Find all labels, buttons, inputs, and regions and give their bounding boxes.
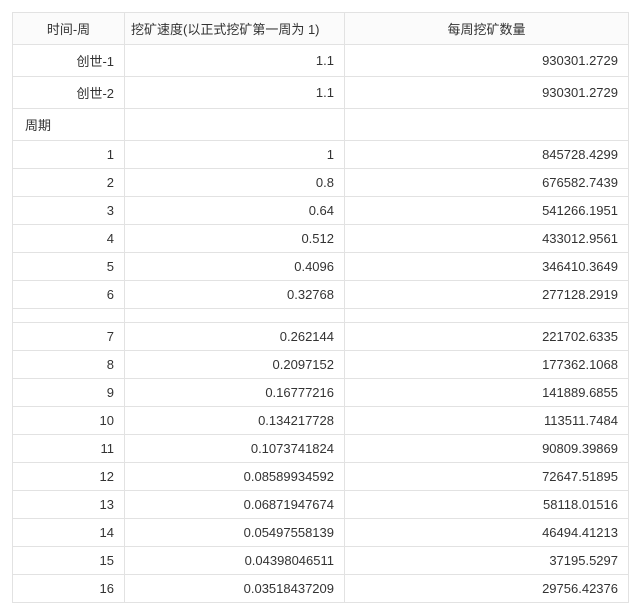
mining-schedule-table: 时间-周 挖矿速度(以正式挖矿第一周为 1) 每周挖矿数量 创世-1 1.1 9…	[12, 12, 629, 603]
cell-speed: 0.04398046511	[125, 547, 345, 575]
cell-time: 9	[13, 379, 125, 407]
cell-qty: 346410.3649	[345, 253, 629, 281]
cell-qty: 29756.42376	[345, 575, 629, 603]
cell-speed: 0.32768	[125, 281, 345, 309]
cell-speed: 0.8	[125, 169, 345, 197]
cell-speed: 0.16777216	[125, 379, 345, 407]
table-row: 13 0.06871947674 58118.01516	[13, 491, 629, 519]
cell-time: 6	[13, 281, 125, 309]
table-row: 14 0.05497558139 46494.41213	[13, 519, 629, 547]
cell-speed: 0.134217728	[125, 407, 345, 435]
table-row: 16 0.03518437209 29756.42376	[13, 575, 629, 603]
cell-time: 10	[13, 407, 125, 435]
cell-qty: 72647.51895	[345, 463, 629, 491]
table-header: 时间-周 挖矿速度(以正式挖矿第一周为 1) 每周挖矿数量	[13, 13, 629, 45]
table-row: 3 0.64 541266.1951	[13, 197, 629, 225]
cell-time: 16	[13, 575, 125, 603]
table-row: 1 1 845728.4299	[13, 141, 629, 169]
table-row: 15 0.04398046511 37195.5297	[13, 547, 629, 575]
cell-speed: 0.4096	[125, 253, 345, 281]
cell-speed: 0.2097152	[125, 351, 345, 379]
cell-time: 3	[13, 197, 125, 225]
spacer-row	[13, 309, 629, 323]
cell-empty	[345, 309, 629, 323]
table-body: 创世-1 1.1 930301.2729 创世-2 1.1 930301.272…	[13, 45, 629, 603]
cell-time: 14	[13, 519, 125, 547]
cell-time: 15	[13, 547, 125, 575]
cell-qty: 90809.39869	[345, 435, 629, 463]
cell-qty: 433012.9561	[345, 225, 629, 253]
cell-speed: 0.512	[125, 225, 345, 253]
cell-time: 1	[13, 141, 125, 169]
table-row: 2 0.8 676582.7439	[13, 169, 629, 197]
cell-time: 5	[13, 253, 125, 281]
cell-speed: 0.06871947674	[125, 491, 345, 519]
cell-qty: 930301.2729	[345, 77, 629, 109]
cell-qty: 141889.6855	[345, 379, 629, 407]
cell-empty	[125, 309, 345, 323]
cell-time: 创世-1	[13, 45, 125, 77]
cell-time: 12	[13, 463, 125, 491]
cell-speed: 0.262144	[125, 323, 345, 351]
cell-speed: 1	[125, 141, 345, 169]
cell-speed: 1.1	[125, 77, 345, 109]
col-header-time: 时间-周	[13, 13, 125, 45]
cell-qty: 46494.41213	[345, 519, 629, 547]
table-row: 创世-2 1.1 930301.2729	[13, 77, 629, 109]
table-row: 创世-1 1.1 930301.2729	[13, 45, 629, 77]
cell-qty: 541266.1951	[345, 197, 629, 225]
cell-qty: 221702.6335	[345, 323, 629, 351]
cell-speed: 0.08589934592	[125, 463, 345, 491]
cell-time: 13	[13, 491, 125, 519]
table-row: 8 0.2097152 177362.1068	[13, 351, 629, 379]
table-row: 10 0.134217728 113511.7484	[13, 407, 629, 435]
section-label: 周期	[13, 109, 125, 141]
col-header-speed: 挖矿速度(以正式挖矿第一周为 1)	[125, 13, 345, 45]
cell-time: 8	[13, 351, 125, 379]
col-header-qty: 每周挖矿数量	[345, 13, 629, 45]
cell-speed: 0.03518437209	[125, 575, 345, 603]
cell-speed: 0.05497558139	[125, 519, 345, 547]
cell-qty: 177362.1068	[345, 351, 629, 379]
cell-speed: 0.64	[125, 197, 345, 225]
table-row: 7 0.262144 221702.6335	[13, 323, 629, 351]
table-row: 9 0.16777216 141889.6855	[13, 379, 629, 407]
cell-qty: 277128.2919	[345, 281, 629, 309]
cell-time: 11	[13, 435, 125, 463]
cell-speed: 0.1073741824	[125, 435, 345, 463]
cell-speed: 1.1	[125, 45, 345, 77]
cell-time: 7	[13, 323, 125, 351]
cell-time: 4	[13, 225, 125, 253]
section-row: 周期	[13, 109, 629, 141]
table-row: 6 0.32768 277128.2919	[13, 281, 629, 309]
cell-qty: 676582.7439	[345, 169, 629, 197]
cell-qty: 58118.01516	[345, 491, 629, 519]
table-row: 5 0.4096 346410.3649	[13, 253, 629, 281]
table-row: 11 0.1073741824 90809.39869	[13, 435, 629, 463]
cell-empty	[13, 309, 125, 323]
table-row: 12 0.08589934592 72647.51895	[13, 463, 629, 491]
cell-time: 2	[13, 169, 125, 197]
table-row: 4 0.512 433012.9561	[13, 225, 629, 253]
cell-qty: 930301.2729	[345, 45, 629, 77]
cell-qty: 845728.4299	[345, 141, 629, 169]
cell-qty: 113511.7484	[345, 407, 629, 435]
cell-empty	[125, 109, 345, 141]
cell-qty: 37195.5297	[345, 547, 629, 575]
cell-empty	[345, 109, 629, 141]
cell-time: 创世-2	[13, 77, 125, 109]
